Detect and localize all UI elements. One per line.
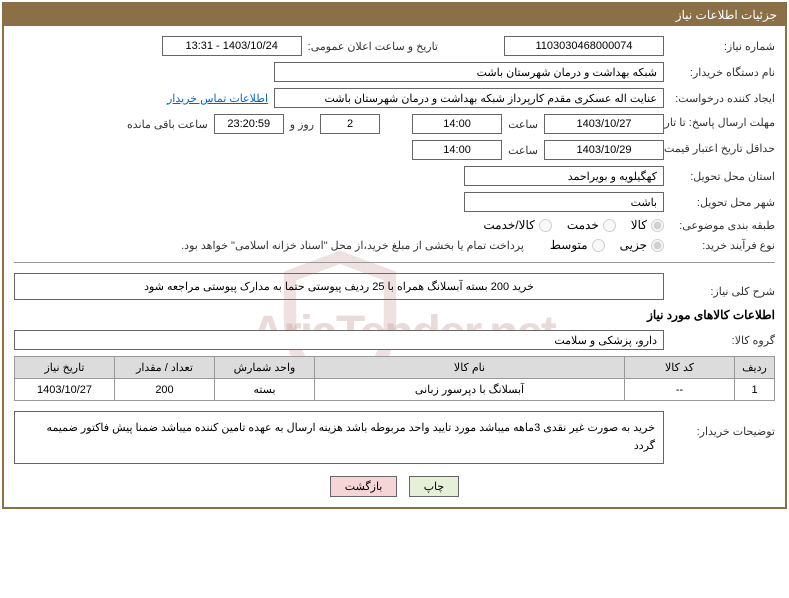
field-need-number: 1103030468000074: [504, 36, 664, 56]
buyer-notes-box: خرید به صورت غیر نقدی 3ماهه میباشد مورد …: [14, 411, 664, 464]
td-date: 1403/10/27: [15, 379, 115, 401]
radio-both-label: کالا/خدمت: [483, 218, 534, 232]
radio-medium-label: متوسط: [550, 238, 588, 252]
row-need-desc: شرح کلی نیاز: خرید 200 بسته آبسلانگ همرا…: [14, 273, 775, 300]
radio-both-input: [539, 219, 552, 232]
label-buyer-notes: توضیحات خریدار:: [670, 411, 775, 438]
radio-service-input: [603, 219, 616, 232]
radio-goods-label: کالا: [631, 218, 647, 232]
radio-group-subject: کالا خدمت کالا/خدمت: [483, 218, 664, 232]
main-panel: جزئیات اطلاعات نیاز AriaTender.net شماره…: [2, 2, 787, 509]
row-buyer-org: نام دستگاه خریدار: شبکه بهداشت و درمان ش…: [14, 62, 775, 82]
panel-header: جزئیات اطلاعات نیاز: [4, 4, 785, 26]
field-price-date: 1403/10/29: [544, 140, 664, 160]
label-buyer-org: نام دستگاه خریدار:: [670, 66, 775, 79]
th-name: نام کالا: [315, 357, 625, 379]
field-buyer-org: شبکه بهداشت و درمان شهرستان باشت: [274, 62, 664, 82]
label-time-1: ساعت: [508, 118, 538, 131]
row-subject-class: طبقه بندی موضوعی: کالا خدمت کالا/خدمت: [14, 218, 775, 232]
th-qty: تعداد / مقدار: [115, 357, 215, 379]
td-code: --: [625, 379, 735, 401]
field-days-remaining: 2: [320, 114, 380, 134]
td-name: آبسلانگ با دپرسور زبانی: [315, 379, 625, 401]
th-unit: واحد شمارش: [215, 357, 315, 379]
radio-service-label: خدمت: [567, 218, 599, 232]
row-goods-group: گروه کالا: دارو، پزشکی و سلامت: [14, 330, 775, 350]
label-reply-deadline: مهلت ارسال پاسخ: تا تاریخ:: [670, 117, 775, 130]
row-buyer-notes: توضیحات خریدار: خرید به صورت غیر نقدی 3م…: [14, 411, 775, 464]
field-countdown: 23:20:59: [214, 114, 284, 134]
radio-medium-input: [592, 239, 605, 252]
label-goods-group: گروه کالا:: [670, 334, 775, 347]
row-process: نوع فرآیند خرید: جزیی متوسط پرداخت تمام …: [14, 238, 775, 252]
row-province: استان محل تحویل: کهگیلویه و بویراحمد: [14, 166, 775, 186]
divider-1: [14, 262, 775, 263]
label-price-validity: حداقل تاریخ اعتبار قیمت: تا تاریخ:: [670, 143, 775, 156]
field-requester: عنایت اله عسکری مقدم کارپرداز شبکه بهداش…: [274, 88, 664, 108]
radio-group-process: جزیی متوسط: [550, 238, 664, 252]
label-days-and: روز و: [290, 118, 314, 131]
field-city: باشت: [464, 192, 664, 212]
radio-service: خدمت: [567, 218, 616, 232]
radio-partial-label: جزیی: [620, 238, 647, 252]
panel-body: AriaTender.net شماره نیاز: 1103030468000…: [4, 26, 785, 507]
panel-title: جزئیات اطلاعات نیاز: [676, 8, 777, 22]
label-subject-class: طبقه بندی موضوعی:: [670, 219, 775, 232]
label-announce: تاریخ و ساعت اعلان عمومی:: [308, 40, 438, 53]
row-price-validity: حداقل تاریخ اعتبار قیمت: تا تاریخ: 1403/…: [14, 140, 775, 160]
label-province: استان محل تحویل:: [670, 170, 775, 183]
th-row: ردیف: [735, 357, 775, 379]
field-reply-date: 1403/10/27: [544, 114, 664, 134]
radio-goods-input: [651, 219, 664, 232]
button-row: چاپ بازگشت: [14, 476, 775, 497]
label-time-2: ساعت: [508, 144, 538, 157]
contact-link[interactable]: اطلاعات تماس خریدار: [167, 92, 268, 105]
td-unit: بسته: [215, 379, 315, 401]
td-qty: 200: [115, 379, 215, 401]
field-announce: 1403/10/24 - 13:31: [162, 36, 302, 56]
label-requester: ایجاد کننده درخواست:: [670, 92, 775, 105]
row-requester: ایجاد کننده درخواست: عنایت اله عسکری مقد…: [14, 88, 775, 108]
radio-goods: کالا: [631, 218, 664, 232]
radio-both: کالا/خدمت: [483, 218, 551, 232]
need-desc-box: خرید 200 بسته آبسلانگ همراه با 25 ردیف پ…: [14, 273, 664, 300]
row-need-number: شماره نیاز: 1103030468000074 تاریخ و ساع…: [14, 36, 775, 56]
label-need-number: شماره نیاز:: [670, 40, 775, 53]
th-date: تاریخ نیاز: [15, 357, 115, 379]
table-header-row: ردیف کد کالا نام کالا واحد شمارش تعداد /…: [15, 357, 775, 379]
process-note: پرداخت تمام یا بخشی از مبلغ خرید،از محل …: [181, 239, 524, 252]
radio-partial: جزیی: [620, 238, 664, 252]
th-code: کد کالا: [625, 357, 735, 379]
field-price-time: 14:00: [412, 140, 502, 160]
field-goods-group: دارو، پزشکی و سلامت: [14, 330, 664, 350]
td-row: 1: [735, 379, 775, 401]
row-reply-deadline: مهلت ارسال پاسخ: تا تاریخ: 1403/10/27 سا…: [14, 114, 775, 134]
field-reply-time: 14:00: [412, 114, 502, 134]
field-province: کهگیلویه و بویراحمد: [464, 166, 664, 186]
goods-table: ردیف کد کالا نام کالا واحد شمارش تعداد /…: [14, 356, 775, 401]
radio-medium: متوسط: [550, 238, 605, 252]
label-process: نوع فرآیند خرید:: [670, 239, 775, 252]
label-remaining: ساعت باقی مانده: [127, 118, 208, 131]
print-button[interactable]: چاپ: [409, 476, 460, 497]
back-button[interactable]: بازگشت: [330, 476, 398, 497]
row-city: شهر محل تحویل: باشت: [14, 192, 775, 212]
label-city: شهر محل تحویل:: [670, 196, 775, 209]
radio-partial-input: [651, 239, 664, 252]
goods-info-title: اطلاعات کالاهای مورد نیاز: [14, 308, 775, 322]
label-need-desc: شرح کلی نیاز:: [670, 273, 775, 298]
table-row: 1 -- آبسلانگ با دپرسور زبانی بسته 200 14…: [15, 379, 775, 401]
